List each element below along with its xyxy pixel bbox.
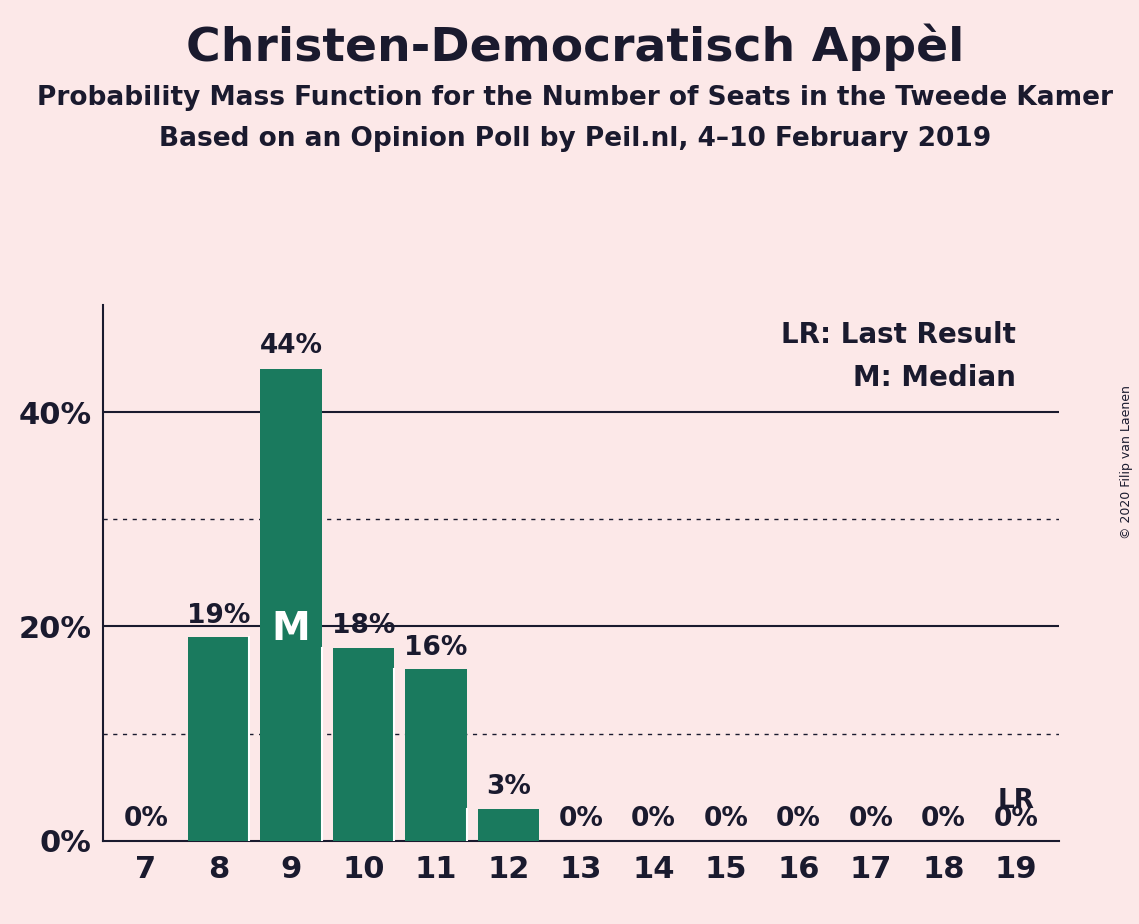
Bar — [260, 370, 322, 841]
Bar — [405, 669, 467, 841]
Text: 18%: 18% — [331, 614, 395, 639]
Text: M: Median: M: Median — [853, 364, 1016, 392]
Text: Christen-Democratisch Appèl: Christen-Democratisch Appèl — [186, 23, 965, 70]
Text: 0%: 0% — [123, 807, 169, 833]
Text: 0%: 0% — [704, 807, 748, 833]
Text: 0%: 0% — [920, 807, 966, 833]
Text: 16%: 16% — [404, 635, 468, 661]
Text: 3%: 3% — [486, 774, 531, 800]
Bar — [188, 638, 249, 841]
Text: LR: LR — [998, 788, 1034, 814]
Text: 0%: 0% — [631, 807, 675, 833]
Text: 0%: 0% — [558, 807, 604, 833]
Text: LR: Last Result: LR: Last Result — [781, 321, 1016, 349]
Text: Based on an Opinion Poll by Peil.nl, 4–10 February 2019: Based on an Opinion Poll by Peil.nl, 4–1… — [159, 126, 991, 152]
Text: 0%: 0% — [993, 807, 1039, 833]
Bar — [477, 808, 539, 841]
Text: 44%: 44% — [260, 333, 322, 359]
Text: M: M — [271, 610, 310, 648]
Text: 0%: 0% — [776, 807, 821, 833]
Text: 19%: 19% — [187, 602, 251, 628]
Bar — [333, 648, 394, 841]
Text: 0%: 0% — [849, 807, 893, 833]
Text: © 2020 Filip van Laenen: © 2020 Filip van Laenen — [1121, 385, 1133, 539]
Text: Probability Mass Function for the Number of Seats in the Tweede Kamer: Probability Mass Function for the Number… — [38, 85, 1113, 111]
